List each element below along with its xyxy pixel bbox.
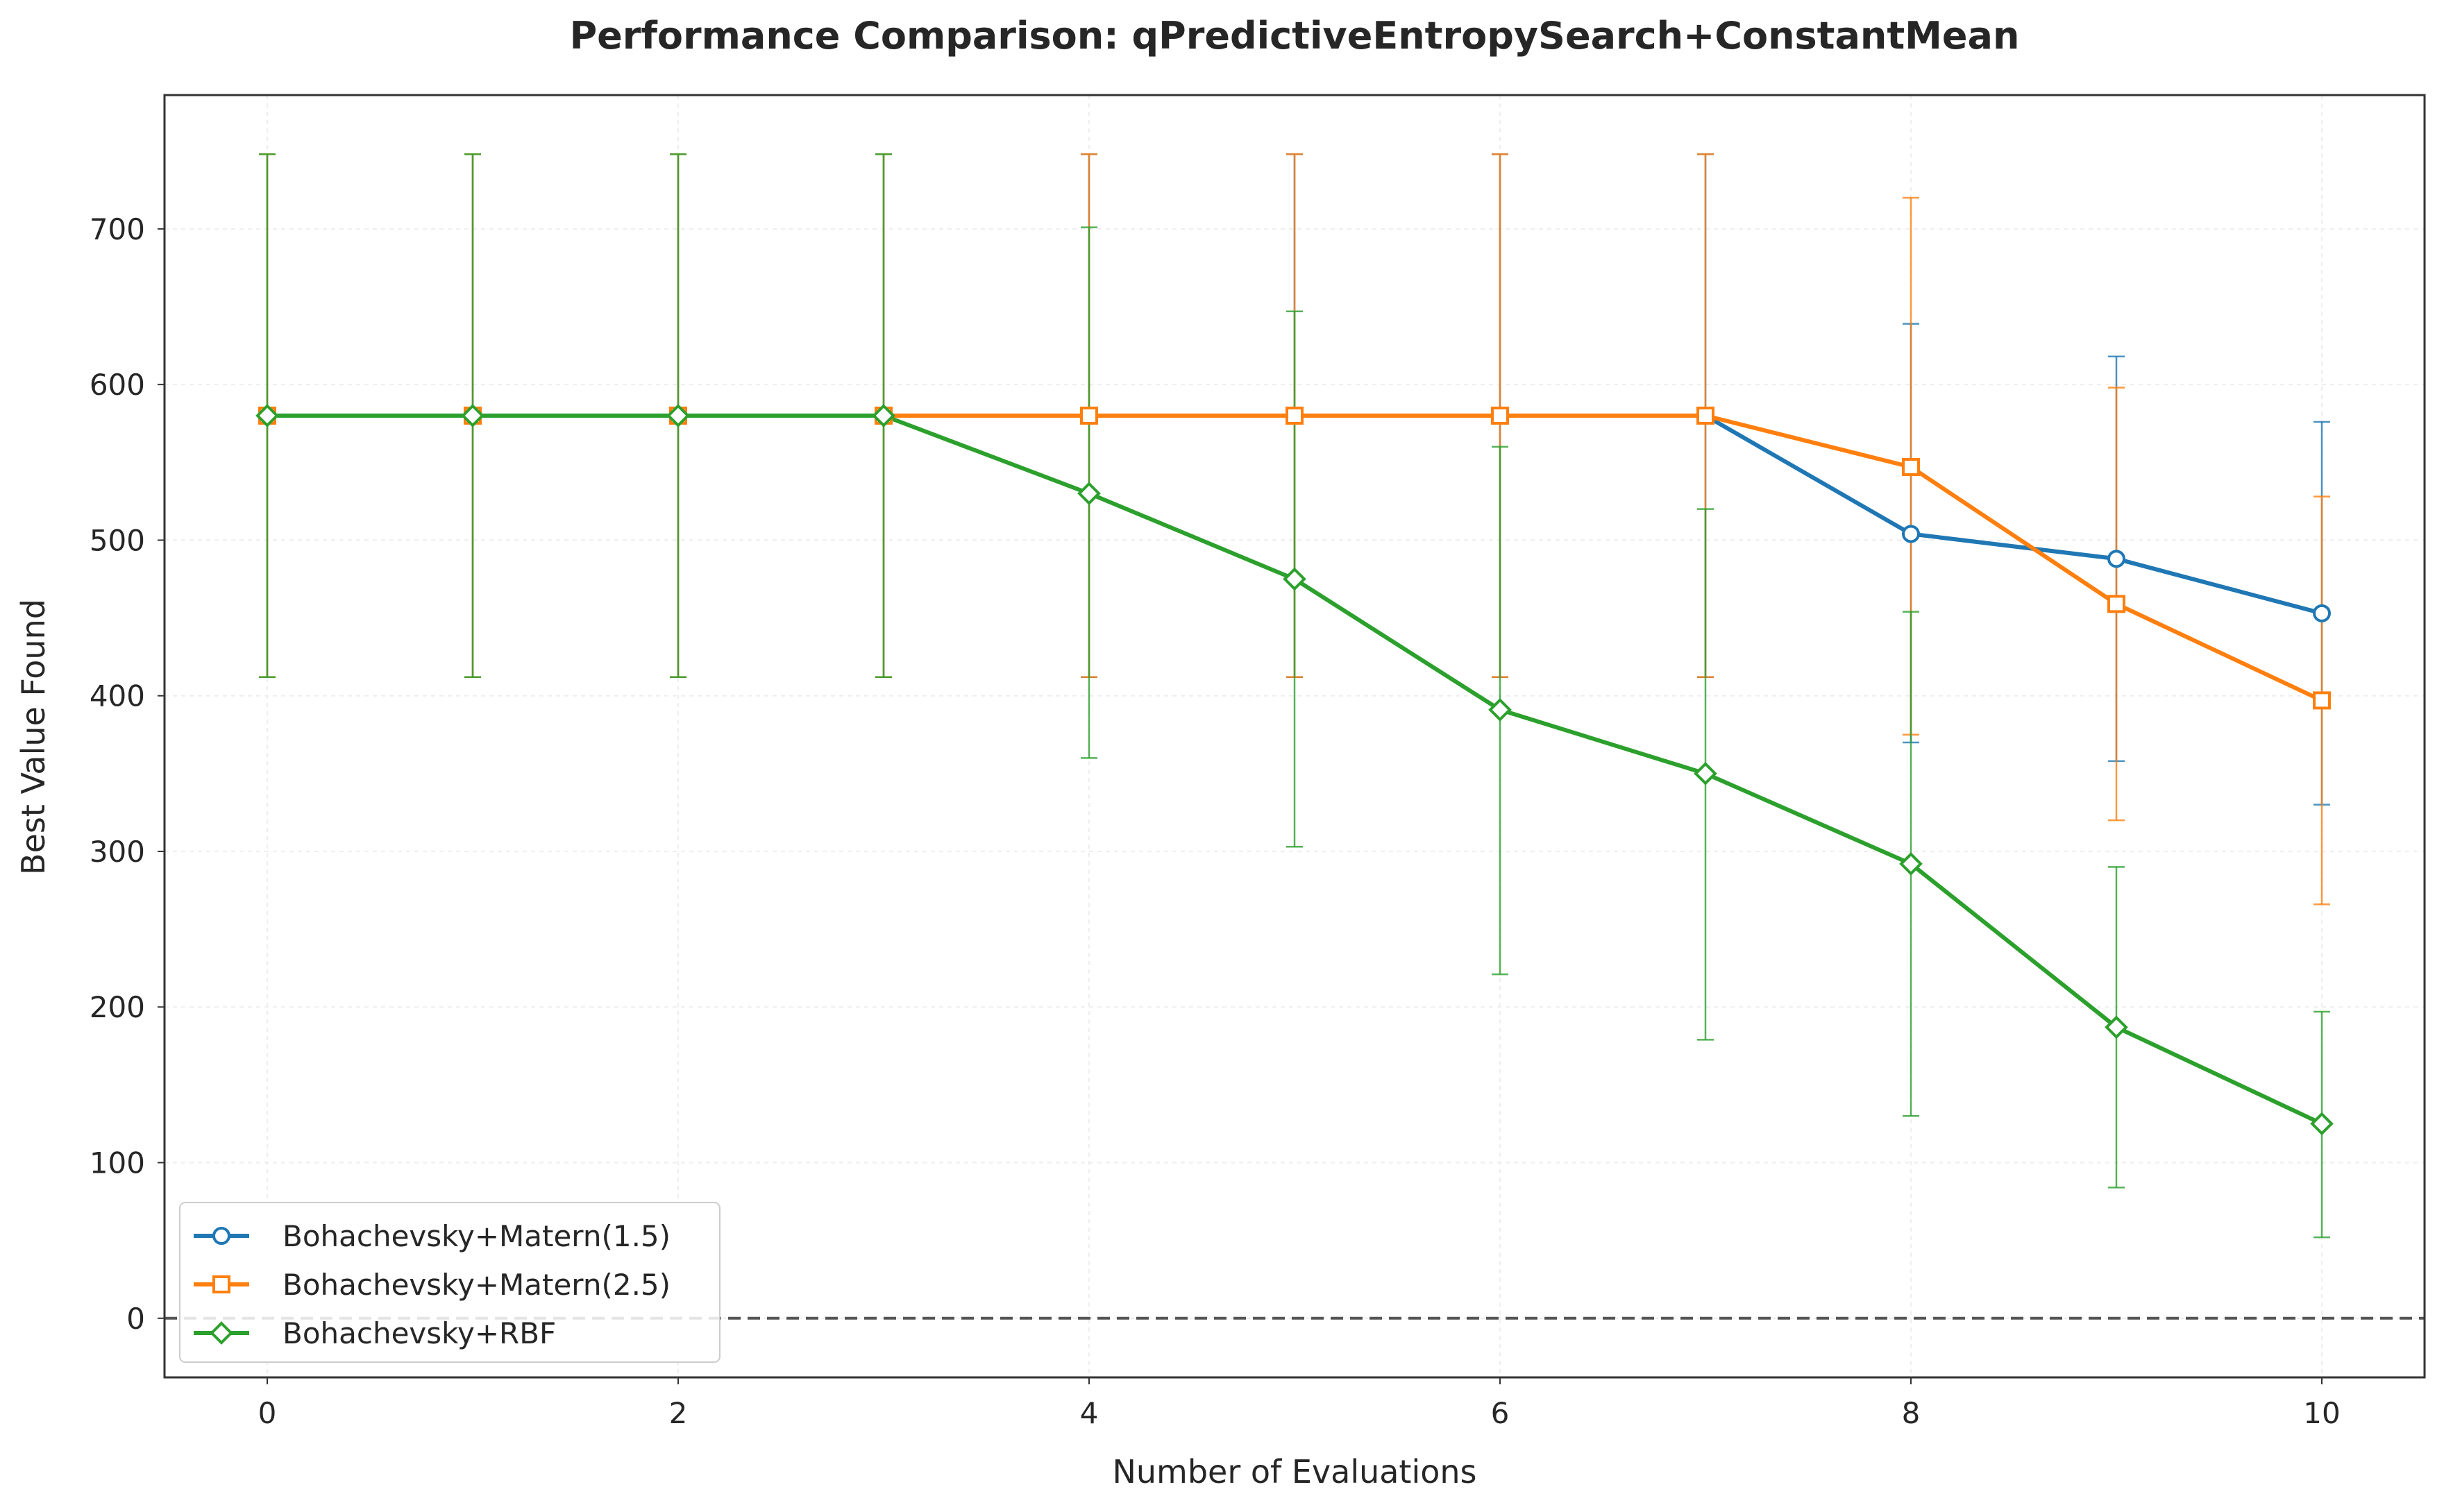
data-point-bohachevsky-rbf bbox=[461, 404, 484, 427]
x-axis-ticks: 0 2 4 6 8 10 bbox=[258, 1377, 2341, 1430]
plot-frame bbox=[163, 94, 2426, 1379]
x-tick-label: 2 bbox=[669, 1396, 688, 1430]
y-tick-label: 700 bbox=[90, 212, 145, 246]
x-axis-label: Number of Evaluations bbox=[1112, 1453, 1476, 1490]
y-tick-label: 0 bbox=[126, 1302, 145, 1336]
data-point-bohachevsky-rbf bbox=[1694, 761, 1717, 785]
legend: Bohachevsky+Matern(1.5) Bohachevsky+Mater… bbox=[179, 1202, 720, 1363]
data-point-bohachevsky-rbf bbox=[1488, 698, 1512, 722]
legend-marker-bohachevsky-matern-1-5 bbox=[212, 1227, 230, 1245]
y-tick-label: 600 bbox=[90, 368, 145, 402]
x-tick-label: 4 bbox=[1080, 1396, 1099, 1430]
y-tick-label: 500 bbox=[90, 523, 145, 557]
series-markers bbox=[255, 404, 2334, 1136]
plot-area bbox=[163, 94, 2426, 1379]
data-point-bohachevsky-rbf bbox=[1283, 567, 1306, 591]
y-tick-label: 400 bbox=[90, 679, 145, 713]
data-point-bohachevsky-rbf bbox=[2310, 1112, 2334, 1136]
data-point-bohachevsky-matern-1-5 bbox=[2313, 604, 2331, 622]
legend-label-bohachevsky-matern-1-5: Bohachevsky+Matern(1.5) bbox=[283, 1219, 671, 1253]
data-point-bohachevsky-rbf bbox=[1899, 852, 1923, 876]
y-axis-label: Best Value Found bbox=[15, 599, 52, 875]
legend-label-bohachevsky-matern-2-5: Bohachevsky+Matern(2.5) bbox=[283, 1268, 671, 1302]
data-point-bohachevsky-rbf bbox=[2105, 1015, 2128, 1039]
data-point-bohachevsky-matern-2-5 bbox=[1696, 407, 1714, 425]
data-point-bohachevsky-matern-2-5 bbox=[2107, 595, 2125, 613]
x-tick-label: 8 bbox=[1902, 1396, 1921, 1430]
data-point-bohachevsky-matern-2-5 bbox=[1080, 407, 1098, 425]
data-point-bohachevsky-rbf bbox=[1077, 482, 1101, 505]
x-tick-label: 10 bbox=[2303, 1396, 2340, 1430]
legend-marker-bohachevsky-matern-2-5 bbox=[212, 1275, 230, 1293]
error-bars bbox=[259, 153, 2330, 1239]
data-point-bohachevsky-matern-1-5 bbox=[1902, 525, 1920, 543]
x-tick-label: 6 bbox=[1491, 1396, 1510, 1430]
data-point-bohachevsky-matern-2-5 bbox=[2313, 691, 2331, 710]
data-point-bohachevsky-matern-2-5 bbox=[1491, 407, 1509, 425]
data-point-bohachevsky-matern-2-5 bbox=[1902, 458, 1920, 477]
data-point-bohachevsky-rbf bbox=[666, 404, 690, 427]
legend-box bbox=[179, 1202, 720, 1363]
x-tick-label: 0 bbox=[258, 1396, 277, 1430]
data-point-bohachevsky-rbf bbox=[872, 404, 895, 427]
y-tick-label: 200 bbox=[90, 990, 145, 1024]
legend-label-bohachevsky-rbf: Bohachevsky+RBF bbox=[283, 1316, 556, 1350]
y-axis-ticks: 0 100 200 300 400 500 600 700 bbox=[90, 212, 165, 1336]
data-point-bohachevsky-matern-1-5 bbox=[2107, 550, 2125, 568]
data-point-bohachevsky-rbf bbox=[255, 404, 279, 427]
data-point-bohachevsky-matern-2-5 bbox=[1286, 407, 1304, 425]
y-tick-label: 300 bbox=[90, 835, 145, 869]
legend-marker-bohachevsky-rbf bbox=[210, 1321, 233, 1345]
y-tick-label: 100 bbox=[90, 1146, 145, 1180]
chart-title: Performance Comparison: qPredictiveEntro… bbox=[570, 14, 2020, 58]
